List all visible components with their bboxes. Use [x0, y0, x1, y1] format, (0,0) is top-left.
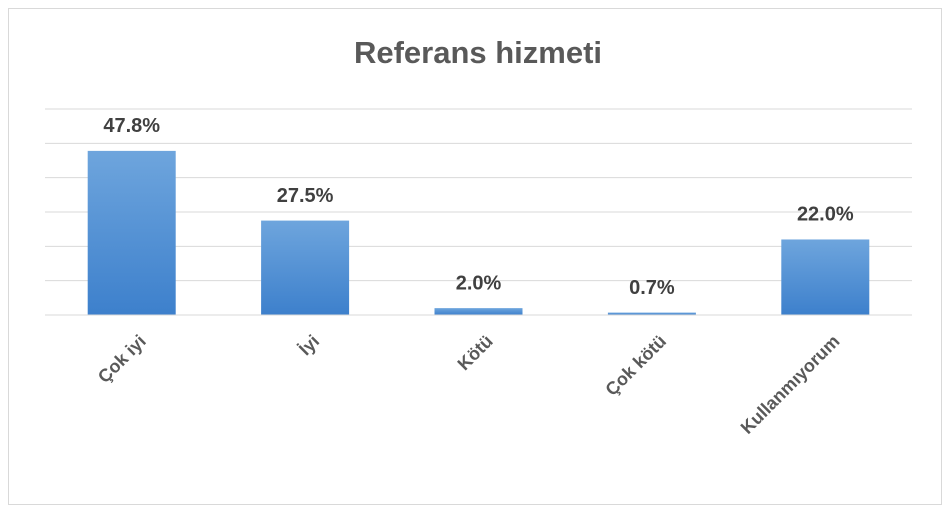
bar [781, 239, 870, 315]
bar [434, 308, 523, 315]
data-label: 22.0% [797, 204, 854, 226]
data-label: 2.0% [456, 272, 502, 294]
data-label: 0.7% [629, 277, 675, 299]
data-label: 27.5% [277, 185, 334, 207]
bar [607, 312, 696, 315]
bar [87, 150, 176, 315]
chart-title: Referans hizmeti [354, 35, 602, 70]
data-label: 47.8% [103, 115, 160, 137]
bar [261, 220, 350, 315]
